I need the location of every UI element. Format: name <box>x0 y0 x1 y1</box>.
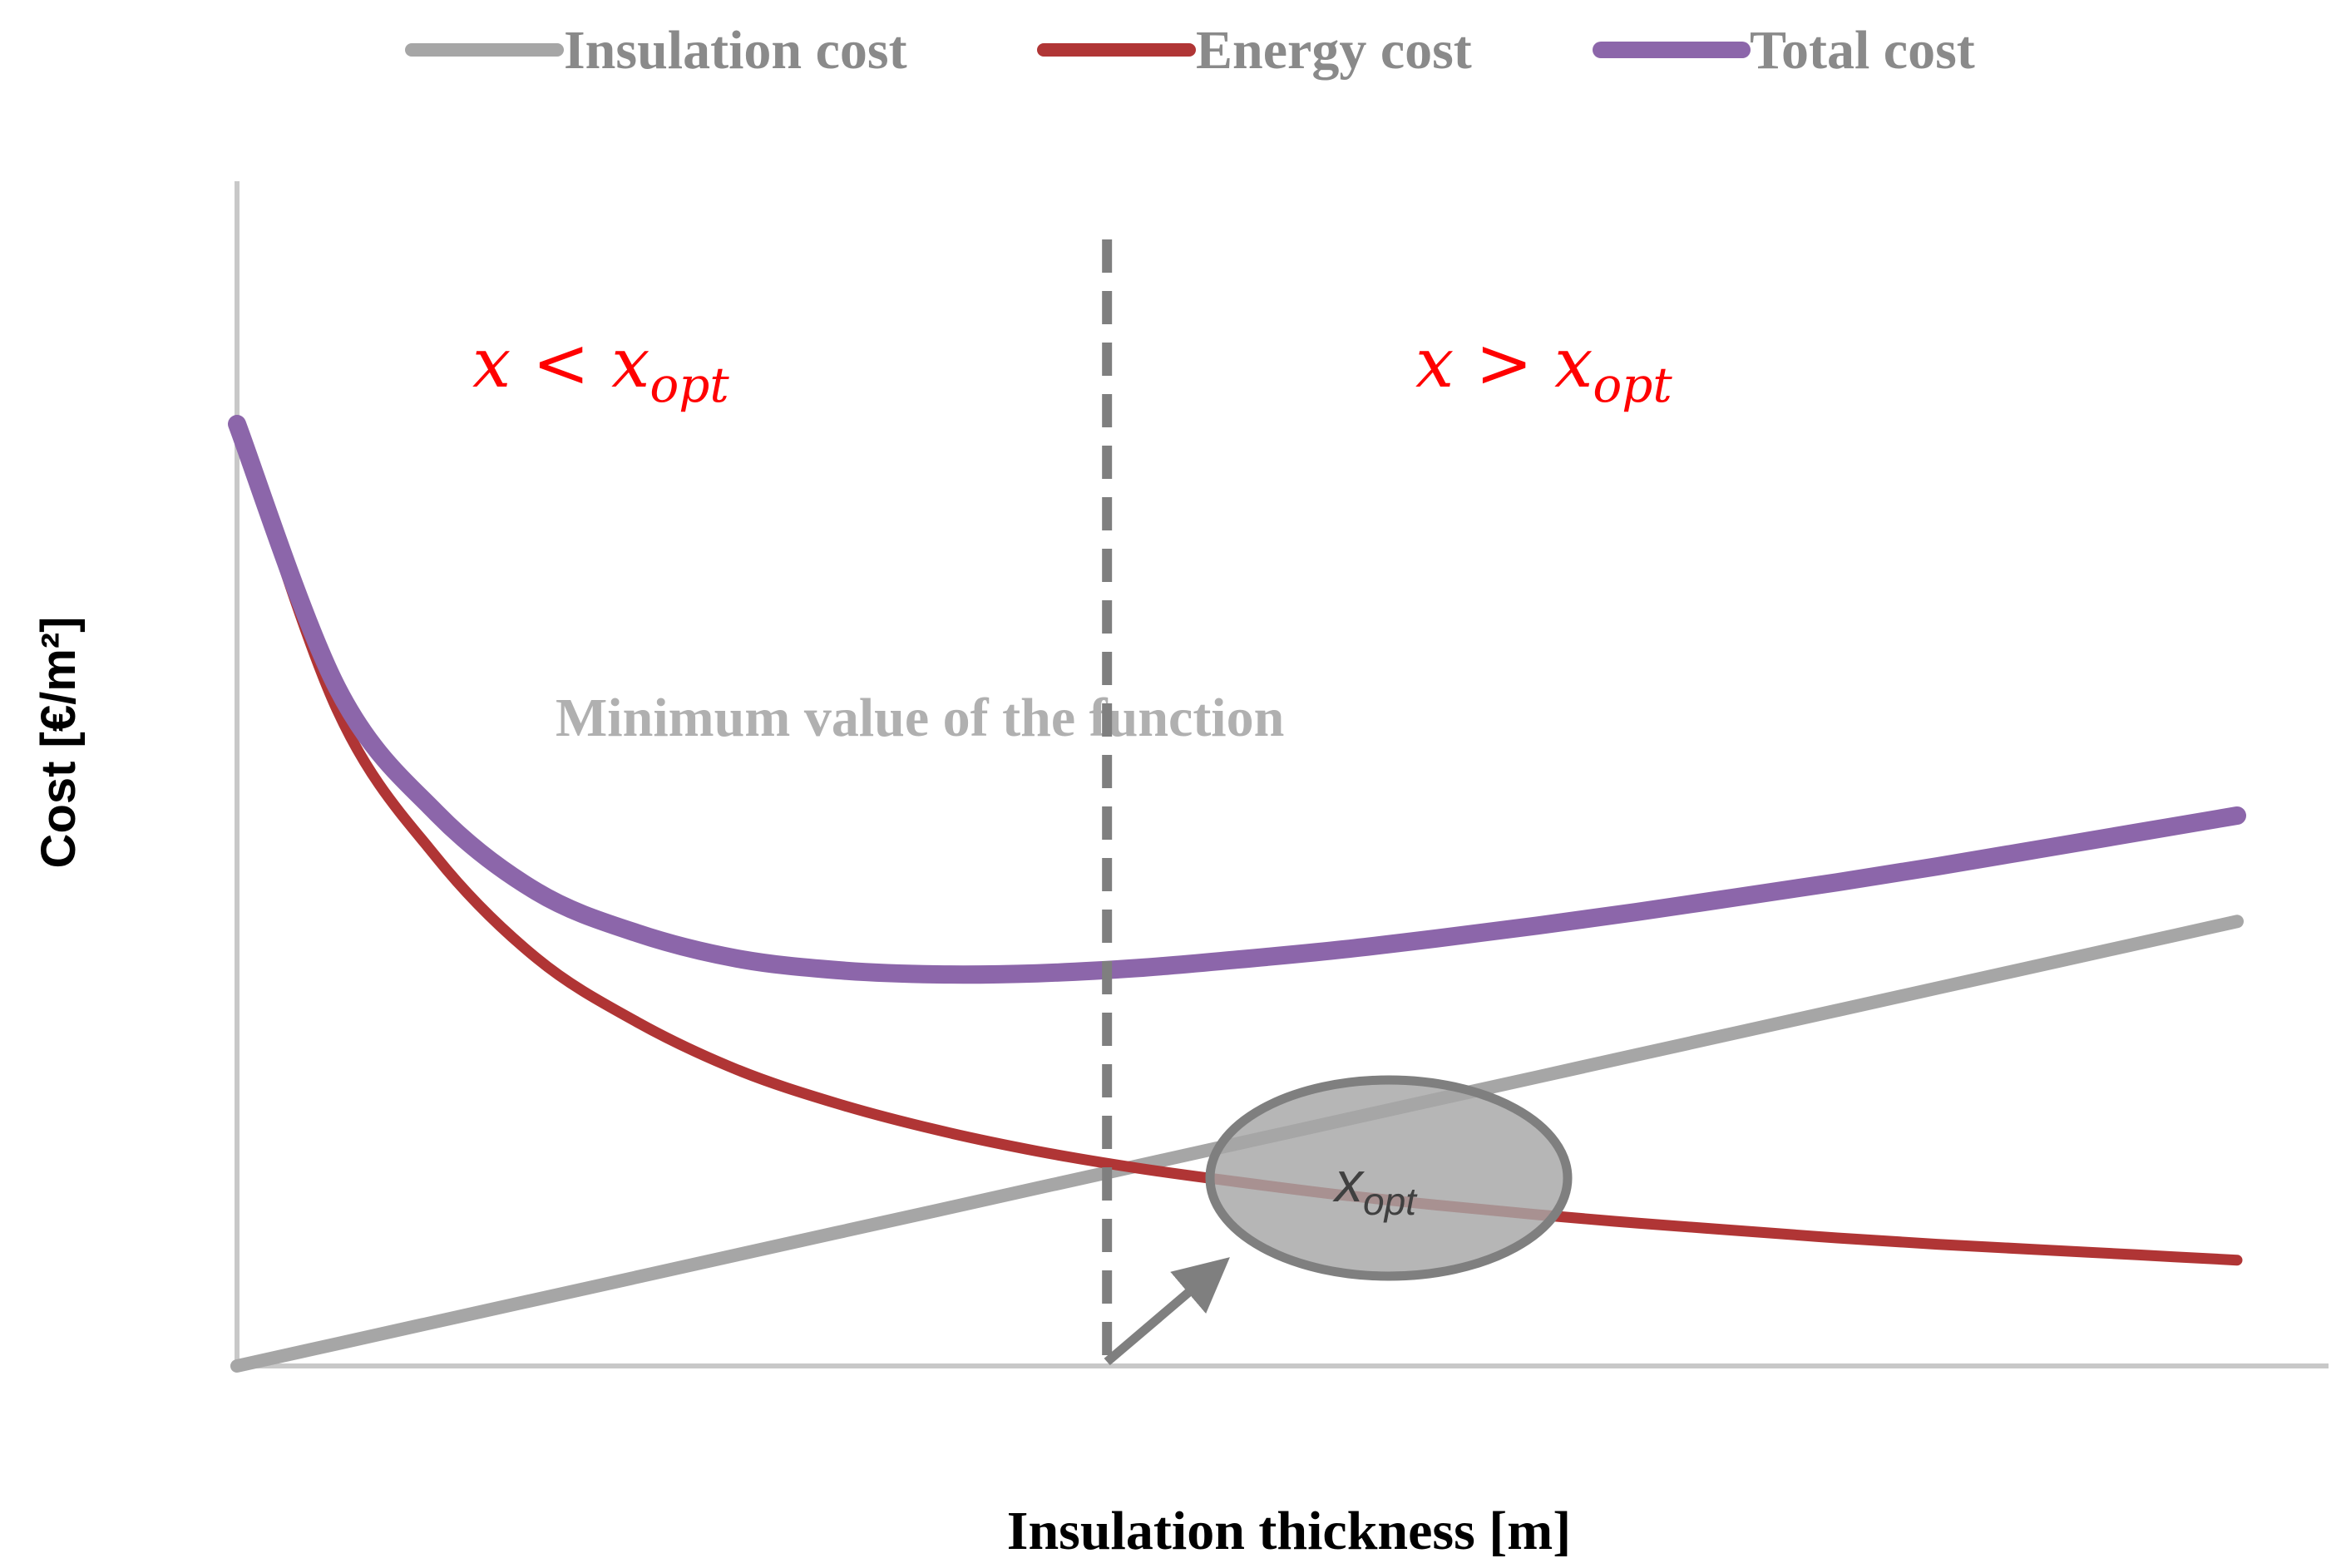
optimum-label-sub: opt <box>1363 1180 1418 1223</box>
legend: Insulation cost Energy cost Total cost <box>405 20 1975 81</box>
optimum-highlight: xopt <box>1205 1075 1573 1281</box>
series-line-energy-cost <box>231 418 2243 1266</box>
legend-label-insulation-cost: Insulation cost <box>564 20 907 81</box>
minimum-value-label: Minimum value of the function <box>556 688 1284 748</box>
optimum-ellipse <box>1205 1075 1573 1281</box>
optimum-label: xopt <box>1332 1151 1418 1223</box>
region-label-above-sub: opt <box>1593 357 1672 413</box>
region-label-above-text: x > x <box>1415 324 1593 403</box>
region-label-below-optimum: x < xopt <box>472 324 729 413</box>
series-line-total-cost <box>228 415 2246 984</box>
x-axis-title: Insulation thickness [m] <box>1007 1501 1571 1561</box>
legend-item-insulation-cost[interactable]: Insulation cost <box>405 20 907 81</box>
region-label-above-optimum: x > xopt <box>1415 324 1672 413</box>
optimum-label-text: x <box>1332 1151 1365 1214</box>
legend-item-energy-cost[interactable]: Energy cost <box>1037 20 1472 81</box>
legend-item-total-cost[interactable]: Total cost <box>1593 20 1975 81</box>
legend-label-total-cost: Total cost <box>1750 20 1975 81</box>
legend-label-energy-cost: Energy cost <box>1196 20 1472 81</box>
y-axis-title: Cost [€/m²] <box>32 617 86 869</box>
region-label-below-sub: opt <box>649 357 729 413</box>
optimum-arrow <box>1104 1257 1230 1366</box>
region-label-below-text: x < x <box>472 324 649 403</box>
